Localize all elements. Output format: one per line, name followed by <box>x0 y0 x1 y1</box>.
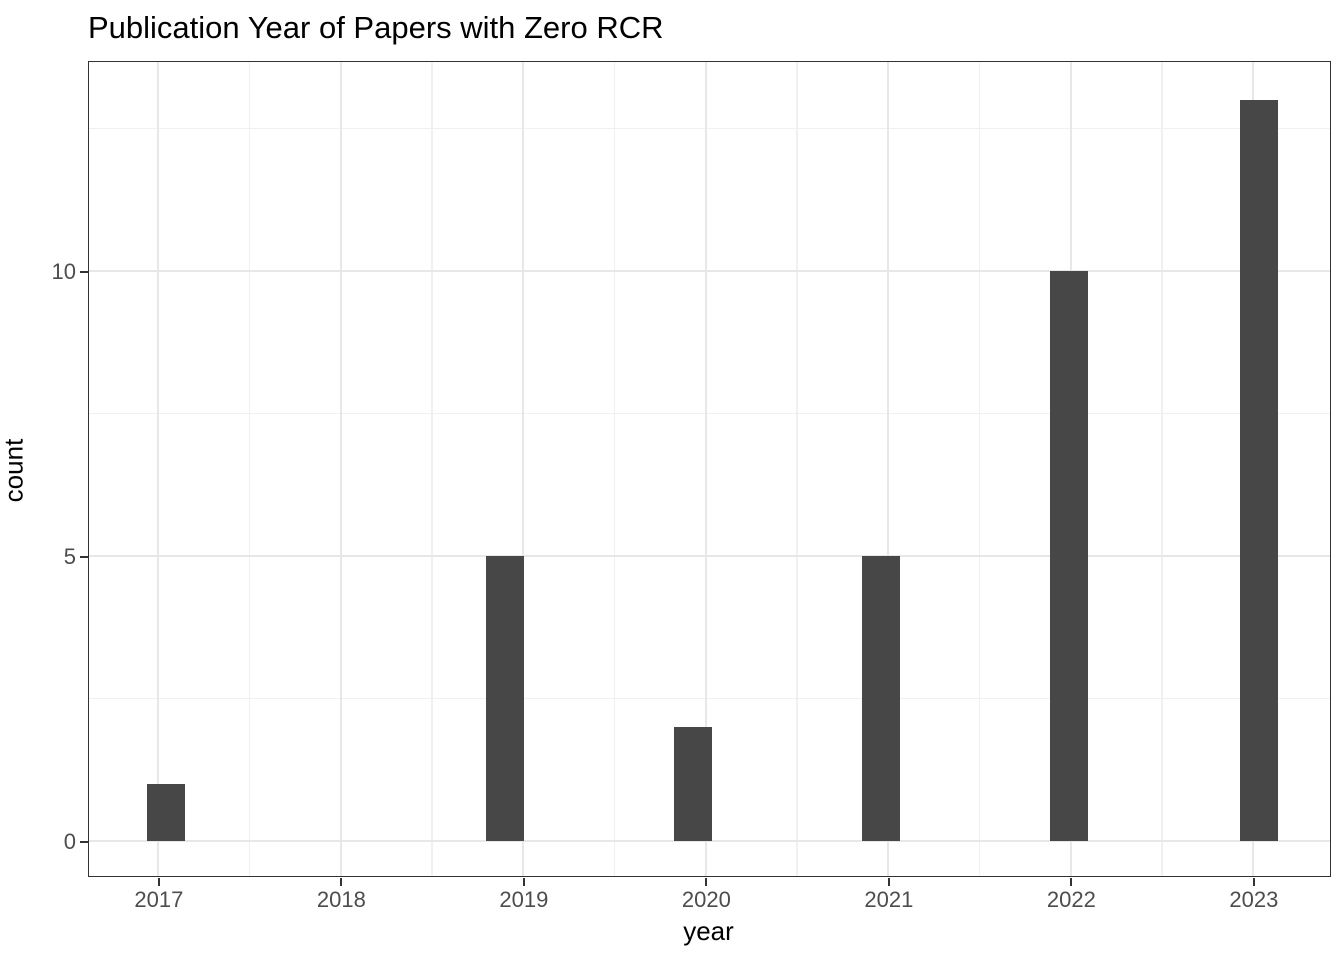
x-tick-label-2022: 2022 <box>1046 887 1096 912</box>
y-axis-title: count <box>0 438 29 503</box>
x-tick-2019 <box>522 878 525 886</box>
gridline-minor-x-2022.5 <box>1161 62 1163 876</box>
bar-2019 <box>486 556 524 842</box>
y-tick-5 <box>80 555 88 558</box>
gridline-minor-y-12.5 <box>89 127 1330 130</box>
gridline-minor-y-7.5 <box>89 412 1330 415</box>
plot-panel <box>88 61 1331 877</box>
gridline-minor-x-2020.5 <box>796 62 798 876</box>
bar-2020 <box>674 727 712 842</box>
y-tick-label-5: 5 <box>63 543 76 569</box>
gridline-major-y-5 <box>89 555 1330 558</box>
x-tick-label-2019: 2019 <box>499 887 549 912</box>
bar-2023 <box>1239 100 1278 842</box>
y-tick-label-10: 10 <box>51 258 76 284</box>
gridline-minor-x-2019.5 <box>613 62 616 876</box>
x-tick-label-2018: 2018 <box>316 887 366 912</box>
gridline-major-x-2020 <box>704 62 707 876</box>
gridline-major-x-2018 <box>339 62 342 876</box>
x-tick-2022 <box>1070 878 1073 886</box>
gridline-major-x-2021 <box>887 62 890 876</box>
chart-title: Publication Year of Papers with Zero RCR <box>88 10 664 45</box>
x-tick-2023 <box>1252 878 1255 886</box>
x-tick-2021 <box>887 878 890 886</box>
gridline-minor-x-2017.5 <box>248 62 251 876</box>
gridline-minor-x-2021.5 <box>978 62 981 876</box>
y-tick-label-0: 0 <box>63 828 76 854</box>
gridline-minor-x-2018.5 <box>431 62 433 876</box>
bar-2017 <box>146 784 185 842</box>
x-tick-2018 <box>340 878 343 886</box>
x-tick-2017 <box>157 878 160 886</box>
x-tick-label-2023: 2023 <box>1229 887 1279 912</box>
gridline-major-x-2019 <box>522 62 525 876</box>
gridline-major-y-0 <box>89 840 1330 843</box>
x-tick-label-2017: 2017 <box>134 887 184 912</box>
y-tick-0 <box>80 840 88 843</box>
gridline-major-y-10 <box>89 270 1330 273</box>
y-tick-10 <box>80 270 88 273</box>
bar-2021 <box>862 556 900 842</box>
bar-2022 <box>1050 271 1088 842</box>
x-tick-label-2021: 2021 <box>864 887 914 912</box>
x-tick-2020 <box>705 878 708 886</box>
gridline-minor-y-2.5 <box>89 697 1330 700</box>
x-axis-title: year <box>683 916 734 946</box>
x-tick-label-2020: 2020 <box>681 887 731 912</box>
gridline-major-x-2017 <box>157 62 160 876</box>
